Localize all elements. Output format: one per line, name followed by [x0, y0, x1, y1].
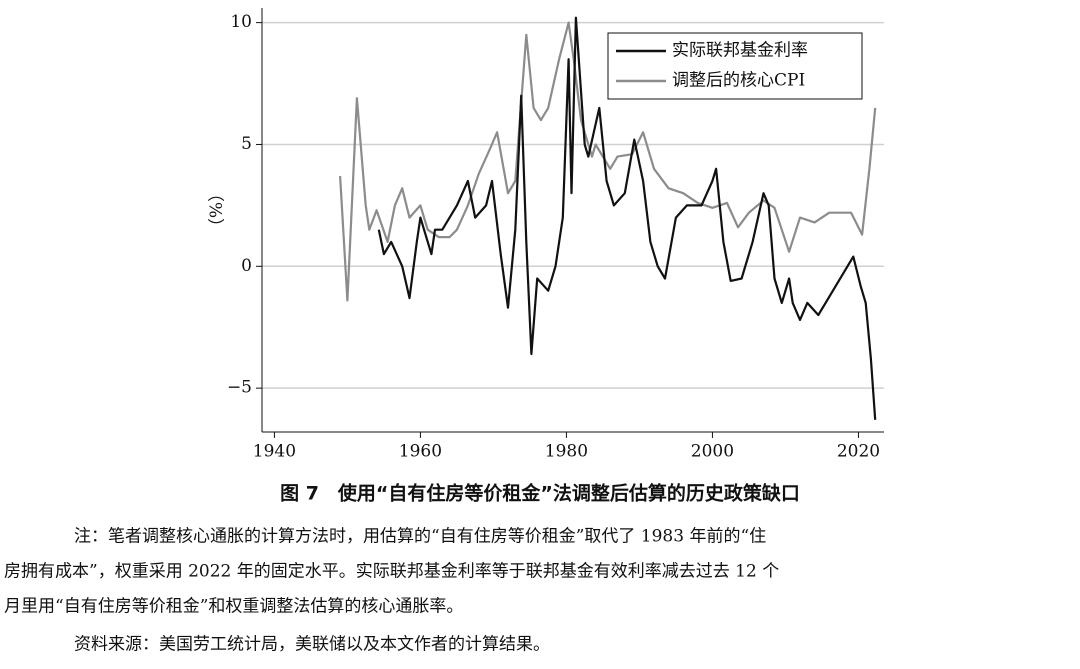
y-tick-label: 5 — [241, 134, 252, 154]
y-tick-label: 0 — [241, 256, 252, 276]
x-tick-label: 1940 — [253, 442, 296, 462]
note-line: 注：笔者调整核心通胀的计算方法时，用估算的“自有住房等价租金”取代了 1983 … — [74, 527, 766, 547]
x-tick-label: 2000 — [691, 442, 734, 462]
y-tick-label: −5 — [227, 378, 252, 398]
legend-box — [607, 32, 863, 100]
x-tick-label: 1980 — [545, 442, 588, 462]
y-axis-label: （%） — [205, 185, 225, 235]
note-line: 房拥有成本”，权重采用 2022 年的固定水平。实际联邦基金利率等于联邦基金有效… — [4, 562, 779, 582]
note-line: 月里用“自有住房等价租金”和权重调整法估算的核心通胀率。 — [4, 597, 463, 617]
source: 资料来源：美国劳工统计局，美联储以及本文作者的计算结果。 — [74, 635, 550, 655]
legend-label: 调整后的核心CPI — [672, 71, 805, 91]
legend-label: 实际联邦基金利率 — [672, 41, 808, 61]
x-tick-label: 2020 — [837, 442, 880, 462]
y-tick-label: 10 — [230, 12, 252, 32]
caption: 图 7 使用“自有住房等价租金”法调整后估算的历史政策缺口 — [280, 482, 800, 505]
x-tick-label: 1960 — [399, 442, 442, 462]
series-line — [377, 16, 877, 420]
